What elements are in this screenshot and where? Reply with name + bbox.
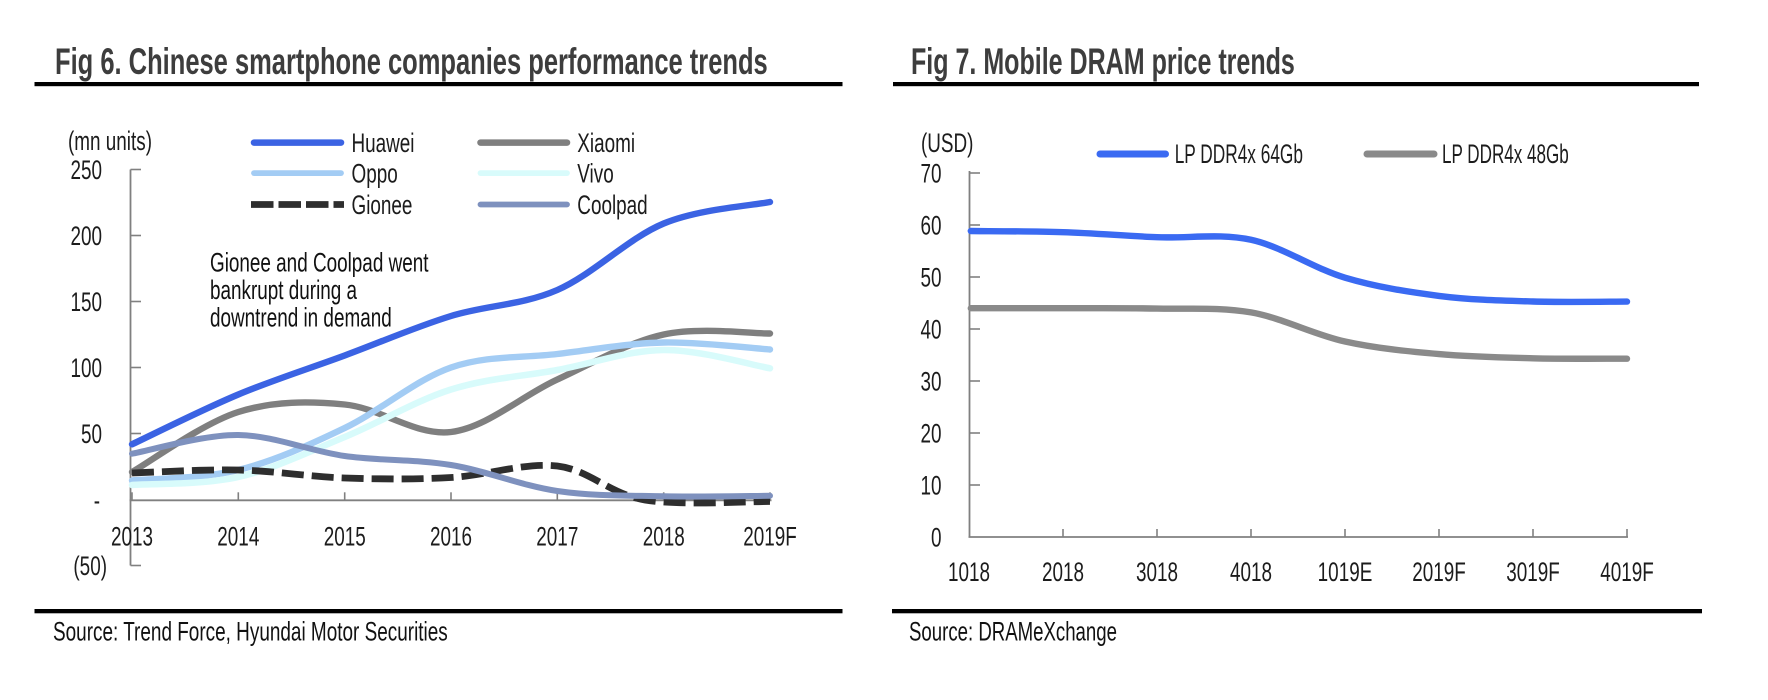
svg-text:Source: Trend Force, Hyundai M: Source: Trend Force, Hyundai Motor Secur… [53,616,448,646]
svg-text:40: 40 [920,314,941,344]
svg-text:Gionee: Gionee [352,190,413,220]
svg-text:30: 30 [920,366,941,396]
svg-text:250: 250 [70,155,102,185]
svg-text:LP DDR4x 48Gb: LP DDR4x 48Gb [1442,139,1569,169]
svg-text:(mn units): (mn units) [68,126,152,156]
svg-text:(50): (50) [73,551,107,581]
svg-text:Coolpad: Coolpad [577,190,647,220]
svg-text:3019F: 3019F [1506,557,1560,587]
svg-text:bankrupt during a: bankrupt during a [210,275,357,305]
svg-text:100: 100 [70,353,102,383]
svg-text:2019F: 2019F [743,521,797,551]
svg-text:2016: 2016 [430,521,472,551]
svg-text:200: 200 [70,221,102,251]
svg-text:Oppo: Oppo [352,158,398,188]
svg-text:1019E: 1019E [1318,557,1373,587]
svg-text:2014: 2014 [217,521,259,551]
svg-text:70: 70 [920,158,941,188]
svg-text:50: 50 [920,262,941,292]
svg-text:10: 10 [920,470,941,500]
svg-text:4019F: 4019F [1600,557,1654,587]
svg-text:Fig 6. Chinese smartphone comp: Fig 6. Chinese smartphone companies perf… [55,40,768,82]
svg-text:2019F: 2019F [1412,557,1466,587]
svg-text:2018: 2018 [643,521,685,551]
svg-text:20: 20 [920,418,941,448]
svg-text:Gionee and Coolpad went: Gionee and Coolpad went [210,247,429,277]
svg-text:2013: 2013 [111,521,153,551]
svg-text:Xiaomi: Xiaomi [577,128,635,158]
svg-text:0: 0 [931,522,942,552]
svg-text:(USD): (USD) [921,128,973,158]
svg-text:60: 60 [920,210,941,240]
svg-text:Vivo: Vivo [577,158,613,188]
svg-text:Source: DRAMeXchange: Source: DRAMeXchange [909,616,1117,646]
svg-text:-: - [94,485,100,515]
svg-text:50: 50 [81,419,102,449]
svg-text:2018: 2018 [1042,557,1084,587]
svg-text:150: 150 [70,287,102,317]
svg-text:Fig 7. Mobile DRAM price trend: Fig 7. Mobile DRAM price trends [911,40,1295,82]
svg-text:downtrend in demand: downtrend in demand [210,302,392,332]
svg-text:2017: 2017 [536,521,578,551]
svg-text:2015: 2015 [324,521,366,551]
svg-text:3018: 3018 [1136,557,1178,587]
svg-text:Huawei: Huawei [352,128,415,158]
svg-text:1018: 1018 [948,557,990,587]
svg-text:LP DDR4x 64Gb: LP DDR4x 64Gb [1175,138,1303,169]
svg-text:4018: 4018 [1230,557,1272,587]
